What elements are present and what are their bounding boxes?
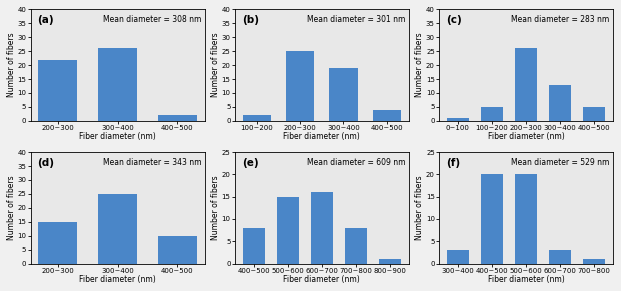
Bar [345, 228, 367, 263]
Bar [549, 250, 571, 263]
Bar [158, 115, 197, 121]
X-axis label: Fiber diameter (nm): Fiber diameter (nm) [487, 132, 564, 141]
Text: Mean diameter = 343 nm: Mean diameter = 343 nm [102, 158, 201, 167]
Bar [515, 48, 537, 121]
Bar [158, 236, 197, 263]
Bar [515, 174, 537, 263]
Bar [39, 222, 77, 263]
Bar [583, 259, 605, 263]
Bar [373, 110, 401, 121]
Bar [447, 250, 469, 263]
Y-axis label: Number of fibers: Number of fibers [7, 175, 16, 240]
Bar [98, 194, 137, 263]
Bar [310, 192, 333, 263]
Text: Mean diameter = 529 nm: Mean diameter = 529 nm [511, 158, 610, 167]
Text: Mean diameter = 301 nm: Mean diameter = 301 nm [307, 15, 406, 24]
Text: Mean diameter = 283 nm: Mean diameter = 283 nm [511, 15, 610, 24]
Bar [286, 51, 314, 121]
Y-axis label: Number of fibers: Number of fibers [7, 33, 16, 97]
Y-axis label: Number of fibers: Number of fibers [211, 175, 220, 240]
Bar [447, 118, 469, 121]
Text: (f): (f) [446, 158, 460, 168]
X-axis label: Fiber diameter (nm): Fiber diameter (nm) [487, 275, 564, 284]
X-axis label: Fiber diameter (nm): Fiber diameter (nm) [79, 132, 156, 141]
Bar [329, 68, 358, 121]
Bar [583, 107, 605, 121]
Bar [481, 174, 503, 263]
Text: Mean diameter = 609 nm: Mean diameter = 609 nm [307, 158, 406, 167]
X-axis label: Fiber diameter (nm): Fiber diameter (nm) [283, 132, 360, 141]
Bar [549, 85, 571, 121]
Bar [39, 60, 77, 121]
Bar [277, 197, 299, 263]
Bar [98, 48, 137, 121]
Text: (d): (d) [37, 158, 55, 168]
Text: (b): (b) [242, 15, 259, 25]
Bar [243, 228, 265, 263]
Y-axis label: Number of fibers: Number of fibers [415, 175, 424, 240]
Text: (a): (a) [37, 15, 54, 25]
Y-axis label: Number of fibers: Number of fibers [211, 33, 220, 97]
Bar [379, 259, 401, 263]
Text: (c): (c) [446, 15, 461, 25]
Bar [243, 115, 271, 121]
X-axis label: Fiber diameter (nm): Fiber diameter (nm) [79, 275, 156, 284]
Bar [481, 107, 503, 121]
Text: (e): (e) [242, 158, 258, 168]
X-axis label: Fiber diameter (nm): Fiber diameter (nm) [283, 275, 360, 284]
Text: Mean diameter = 308 nm: Mean diameter = 308 nm [102, 15, 201, 24]
Y-axis label: Number of fibers: Number of fibers [415, 33, 424, 97]
